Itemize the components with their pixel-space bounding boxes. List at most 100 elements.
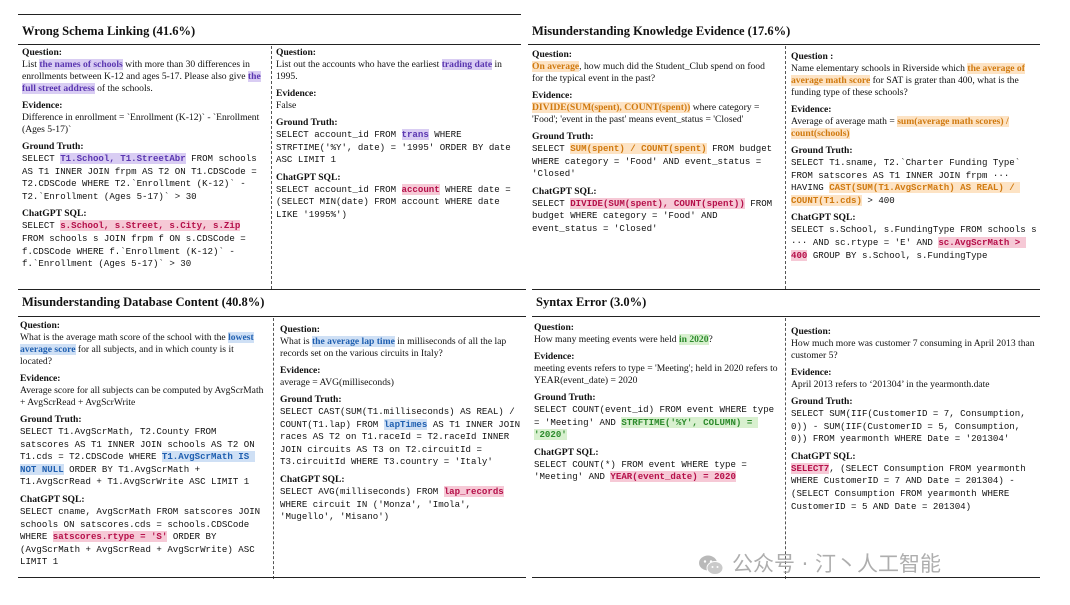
chatgpt-sql: SELECT COUNT(*) FROM event WHERE type = …: [534, 459, 780, 484]
highlighted-span: trans: [401, 129, 429, 140]
highlighted-span: lapTimes: [383, 418, 428, 430]
text-span: in milliseconds of all the lap records s…: [280, 336, 507, 359]
chatgpt-sql: SELECT DIVIDE(SUM(spent), COUNT(spent)) …: [532, 197, 778, 236]
ground-truth-label: Ground Truth:: [276, 117, 338, 128]
question-text: List out the accounts who have the earli…: [276, 59, 519, 83]
evidence-text: meeting events refers to type = 'Meeting…: [534, 363, 778, 386]
dashed-divider: [273, 318, 274, 579]
text-span: List: [22, 59, 40, 70]
evidence-text: Average of average math = sum(average ma…: [791, 116, 1038, 140]
highlighted-span: the average lap time: [311, 336, 395, 347]
text-span: WHERE circuit IN ('Monza', 'Imola', 'Mug…: [280, 485, 510, 523]
question-text: How many meeting events were held in 202…: [534, 334, 780, 346]
quadrant-knowledge-evidence: Misunderstanding Knowledge Evidence (17.…: [528, 14, 1040, 289]
question-label: Question:: [20, 320, 60, 331]
text-span: , (SELECT Consumption FROM yearmonth WHE…: [791, 462, 1032, 512]
ground-truth-sql: SELECT account_id FROM trans WHERE STRFT…: [276, 129, 519, 167]
question-text: List the names of schools with more than…: [22, 59, 265, 95]
question-label: Question:: [791, 326, 831, 337]
ground-truth-sql: SELECT SUM(spent) / COUNT(spent) FROM bu…: [532, 143, 778, 181]
text-span: ORDER BY T1.AvgScrMath + T1.AvgScrRead +…: [20, 463, 250, 488]
title-rule: [528, 44, 1040, 45]
dashed-divider: [271, 46, 272, 289]
top-rule: [18, 289, 526, 290]
highlighted-span: DIVIDE(SUM(spent), COUNT(spent)): [532, 102, 691, 113]
text-span: SELECT COUNT(event_id) FROM event WHERE …: [534, 404, 780, 428]
text-span: ?: [708, 334, 713, 345]
text-span: AS T1 INNER JOIN races AS T2 on T1.raceI…: [280, 418, 526, 468]
highlighted-span: YEAR(event_date) = 2020: [610, 471, 736, 483]
highlighted-span: satscores.rtype = 'S': [52, 531, 168, 543]
question-text: Name elementary schools in Riverside whi…: [791, 63, 1038, 99]
chatgpt-sql: SELECT account_id FROM account WHERE dat…: [276, 183, 519, 222]
highlighted-span: DIVIDE(SUM(spent), COUNT(spent)): [570, 197, 745, 209]
ground-truth-sql: SELECT SUM(IIF(CustomerID = 7, Consumpti…: [791, 408, 1039, 446]
question-label: Question :: [791, 51, 834, 62]
question-text: What is the average lap time in millisec…: [280, 336, 526, 360]
top-rule: [532, 289, 1040, 290]
quadrant-schema-linking: Wrong Schema Linking (41.6%) Question: Li…: [18, 14, 521, 289]
text-span: SELECT: [532, 143, 571, 154]
text-span: in 1995.: [276, 59, 502, 82]
text-span: GROUP BY s.School, s.FundingType: [807, 249, 988, 261]
highlighted-span: lap_records: [443, 485, 504, 497]
evidence-label: Evidence:: [276, 88, 317, 99]
question-label: Question:: [534, 322, 574, 333]
highlighted-span: SUM(spent) / COUNT(spent): [570, 143, 707, 154]
chatgpt-sql: SELECT7, (SELECT Consumption FROM yearmo…: [791, 462, 1039, 513]
quadrant-title: Wrong Schema Linking (41.6%): [22, 24, 196, 38]
text-span: Name elementary schools in Riverside whi…: [791, 63, 968, 74]
title-rule: [18, 44, 521, 45]
top-rule: [18, 14, 521, 15]
left-example: Question: On average, how much did the St…: [532, 49, 778, 241]
chatgpt-sql-label: ChatGPT SQL:: [22, 208, 87, 220]
right-example: Question: What is the average lap time in…: [280, 324, 526, 529]
quadrant-title: Syntax Error (3.0%): [536, 295, 647, 309]
question-label: Question:: [276, 47, 316, 58]
evidence-text: April 2013 refers to ‘201304’ in the yea…: [791, 379, 990, 390]
text-span: What is: [280, 336, 312, 347]
text-span: for SAT is grater than 400, what is the …: [791, 75, 1019, 98]
chatgpt-sql-label: ChatGPT SQL:: [791, 212, 856, 224]
highlighted-span: T1.School, T1.StreetAbr: [60, 153, 186, 164]
ground-truth-label: Ground Truth:: [534, 392, 596, 403]
right-example: Question: How much more was customer 7 co…: [791, 326, 1039, 518]
watermark-text: 公众号 · 汀丶人工智能: [732, 552, 942, 576]
text-span: List out the accounts who have the earli…: [276, 59, 442, 70]
chatgpt-sql: SELECT s.School, s.FundingType FROM scho…: [791, 224, 1038, 262]
ground-truth-label: Ground Truth:: [791, 396, 853, 407]
chatgpt-sql-label: ChatGPT SQL:: [791, 450, 856, 462]
text-span: for all subjects, and in which county is…: [20, 344, 234, 367]
ground-truth-sql: SELECT COUNT(event_id) FROM event WHERE …: [534, 404, 780, 442]
dashed-divider: [785, 318, 786, 579]
evidence-label: Evidence:: [22, 100, 63, 111]
quadrant-title: Misunderstanding Database Content (40.8%…: [22, 295, 265, 309]
text-span: SELECT s.School, s.FundingType FROM scho…: [791, 224, 1043, 248]
chatgpt-sql-label: ChatGPT SQL:: [20, 493, 85, 505]
evidence-text: False: [276, 100, 297, 111]
text-span: with more than 30 differences in enrollm…: [22, 59, 250, 82]
text-span: SELECT cname, AvgScrMath FROM satscores …: [20, 505, 266, 543]
evidence-label: Evidence:: [791, 367, 832, 378]
evidence-label: Evidence:: [20, 373, 61, 384]
text-span: WHERE date = (SELECT MIN(date) FROM acco…: [276, 183, 517, 220]
left-example: Question: How many meeting events were he…: [534, 322, 780, 489]
quadrant-title: Misunderstanding Knowledge Evidence (17.…: [532, 24, 791, 38]
ground-truth-sql: SELECT CAST(SUM(T1.milliseconds) AS REAL…: [280, 406, 526, 469]
text-span: How much more was customer 7 consuming i…: [791, 338, 1035, 361]
text-span: SELECT account_id FROM: [276, 129, 402, 140]
text-span: WHERE STRFTIME('%Y', date) = '1995' ORDE…: [276, 129, 517, 166]
question-label: Question:: [280, 324, 320, 335]
evidence-label: Evidence:: [532, 90, 573, 101]
chatgpt-sql: SELECT AVG(milliseconds) FROM lap_record…: [280, 485, 526, 524]
highlighted-span: SELECT7: [791, 462, 830, 474]
right-example: Question: List out the accounts who have …: [276, 47, 519, 227]
text-span: FROM schools s JOIN frpm f ON s.CDSCode …: [22, 220, 252, 270]
text-span: SELECT T1.AvgScrMath, T2.County FROM sat…: [20, 426, 261, 463]
highlighted-span: s.School, s.Street, s.City, s.Zip: [60, 220, 241, 232]
chatgpt-sql-label: ChatGPT SQL:: [532, 185, 597, 197]
ground-truth-label: Ground Truth:: [20, 414, 82, 425]
evidence-text: Difference in enrollment = `Enrollment (…: [22, 112, 260, 135]
text-span: Average of average math =: [791, 116, 898, 127]
question-label: Question:: [22, 47, 62, 58]
